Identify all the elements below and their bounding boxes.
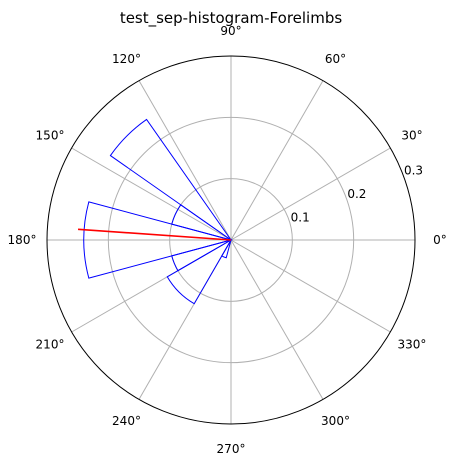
angle-tick-label: 60° — [325, 52, 346, 66]
histogram-bars — [83, 118, 233, 305]
angle-tick-label: 330° — [398, 338, 427, 352]
angular-grid-line — [230, 147, 391, 241]
angle-tick-label: 30° — [401, 129, 422, 143]
angle-tick-label: 120° — [112, 52, 141, 66]
histogram-bar — [83, 201, 233, 279]
mean-direction-line — [77, 228, 232, 241]
angle-tick-label: 270° — [217, 442, 246, 456]
radial-tick-label: 0.1 — [291, 211, 310, 225]
angle-tick-label: 90° — [220, 24, 241, 38]
radial-tick-labels: 0.1 0.2 0.3 — [291, 164, 423, 225]
mean-direction — [77, 228, 232, 241]
angle-tick-labels: 0° 30° 60° 90° 120° 150° 180° 210° 240° 270° 300° 3… — [8, 24, 447, 456]
histogram-bar — [221, 239, 232, 259]
angle-tick-label: 150° — [36, 129, 65, 143]
radial-tick-label: 0.3 — [404, 164, 423, 178]
histogram-bar — [109, 118, 232, 241]
angle-tick-label: 210° — [36, 338, 65, 352]
angle-tick-label: 300° — [321, 414, 350, 428]
polar-frame — [46, 55, 416, 425]
angular-grid-line — [138, 80, 232, 241]
radial-tick-label: 0.2 — [347, 187, 366, 201]
outer-frame-circle — [46, 55, 416, 425]
chart-title: test_sep-histogram-Forelimbs — [120, 9, 343, 28]
angular-grid-line — [230, 80, 324, 241]
histogram-bar — [166, 238, 233, 305]
angle-tick-label: 180° — [8, 233, 37, 247]
angular-grid-line — [230, 239, 324, 400]
angle-tick-label: 240° — [112, 414, 141, 428]
angular-grid-line — [230, 239, 391, 333]
angle-tick-label: 0° — [433, 233, 447, 247]
angular-grid-line — [71, 147, 232, 241]
